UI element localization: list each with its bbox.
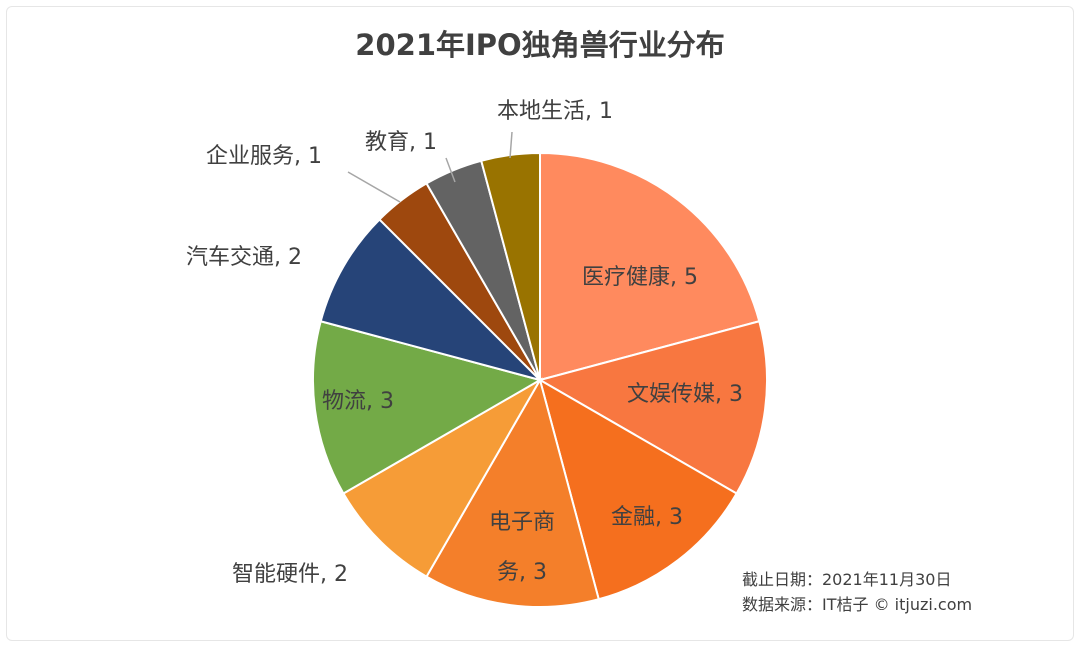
pie-slice-4 <box>342 377 543 578</box>
pie-slice-0 <box>539 151 761 382</box>
pie-slice-1 <box>537 320 769 495</box>
data-label-9: 教育, 1 <box>365 130 437 155</box>
data-label-1: 文娱传媒, 3 <box>627 382 743 407</box>
data-label-5: 智能硬件, 2 <box>232 562 348 587</box>
leader-line-0 <box>347 171 401 203</box>
data-source-note: 数据来源：IT桔子 © itjuzi.com <box>742 595 973 614</box>
chart-frame <box>6 6 1074 641</box>
data-label-8: 企业服务, 1 <box>206 144 322 169</box>
data-label-4: 务, 3 <box>497 560 547 585</box>
leader-line-2 <box>509 131 513 159</box>
pie-slice-5 <box>311 320 543 495</box>
chart-title: 2021年IPO独角兽行业分布 <box>355 28 725 62</box>
pie-slice-6 <box>319 218 544 382</box>
data-label-6: 物流, 3 <box>322 389 394 414</box>
data-label-0: 医疗健康, 5 <box>582 265 698 290</box>
pie-slice-2 <box>538 377 738 601</box>
pie-slice-3 <box>425 377 600 609</box>
data-label-10: 本地生活, 1 <box>497 99 613 124</box>
data-label-2: 金融, 3 <box>611 505 683 530</box>
data-label-7: 汽车交通, 2 <box>186 245 302 270</box>
data-label-3: 电子商 <box>489 510 555 535</box>
leader-line-1 <box>445 157 456 183</box>
cutoff-date-note: 截止日期：2021年11月30日 <box>742 570 952 589</box>
